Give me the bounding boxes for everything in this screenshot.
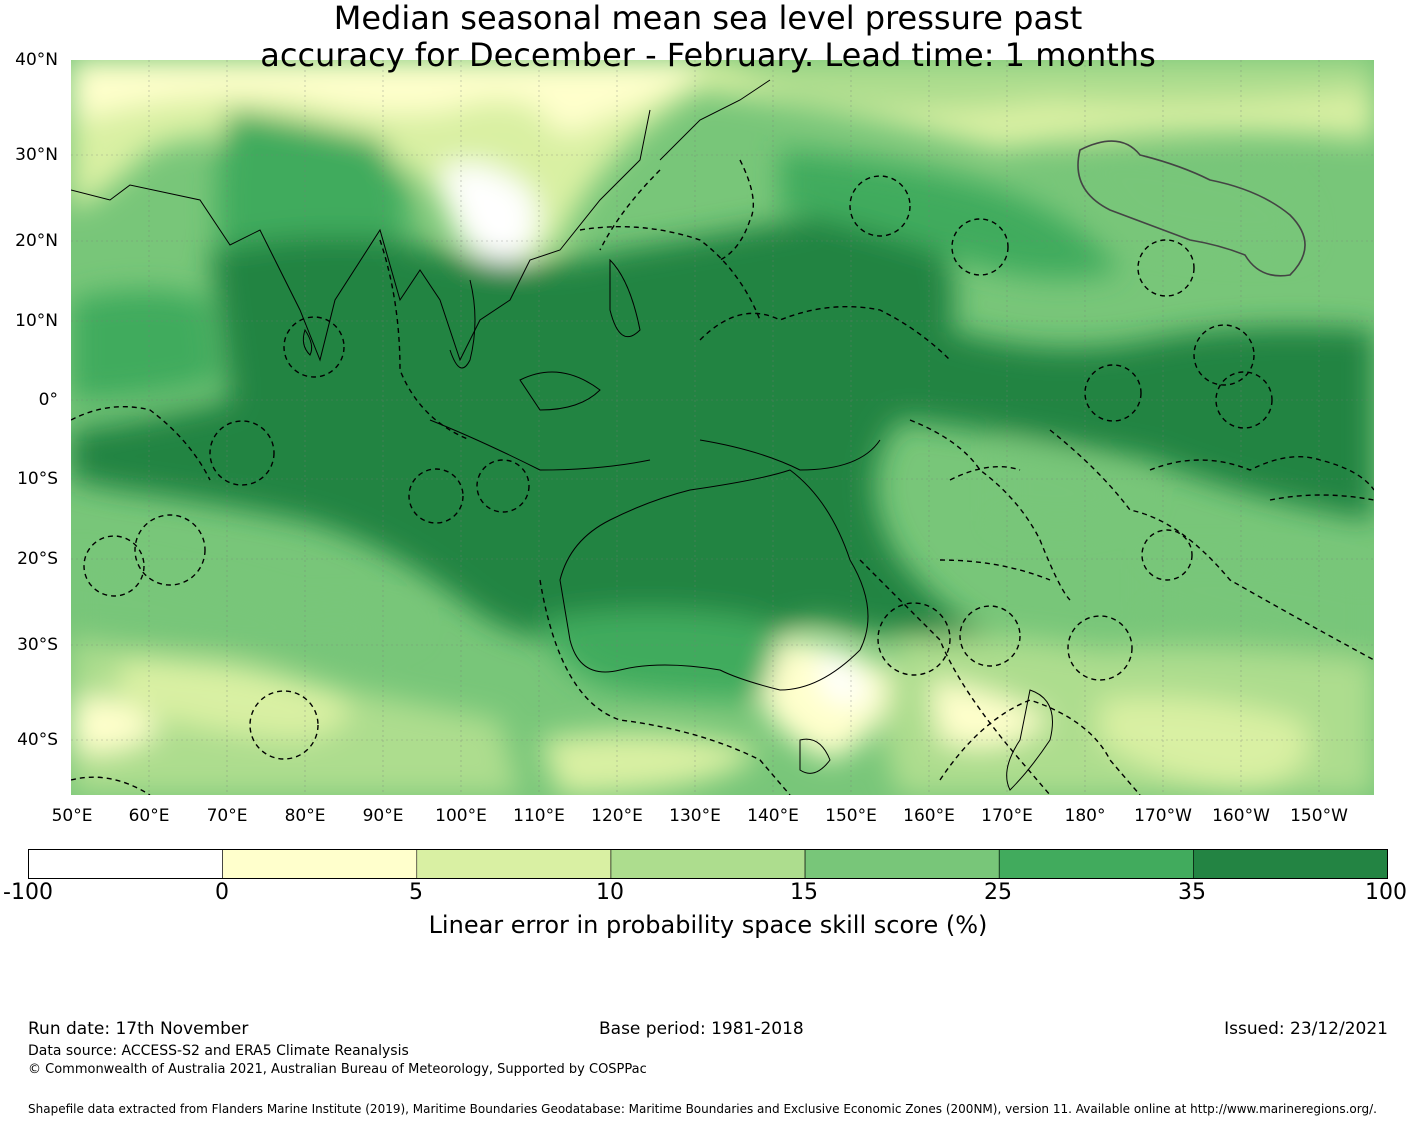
lon-label-90e: 90°E	[362, 806, 404, 826]
lon-label-150w: 150°W	[1290, 806, 1348, 826]
data-source: Data source: ACCESS-S2 and ERA5 Climate …	[28, 1043, 409, 1059]
eez-boundaries	[71, 159, 1374, 795]
lat-label-10n: 10°N	[15, 311, 58, 331]
lat-label-30s: 30°S	[17, 635, 58, 655]
lon-label-100e: 100°E	[435, 806, 487, 826]
map-grid	[71, 60, 1374, 795]
lat-label-equator: 0°	[38, 390, 58, 410]
skill-score-field	[71, 60, 1374, 795]
lon-label-50e: 50°E	[51, 806, 93, 826]
colorbar-tick-35: 35	[1178, 880, 1206, 905]
lon-label-130e: 130°E	[669, 806, 721, 826]
colorbar-segment-3	[610, 849, 806, 879]
lat-label-20s: 20°S	[17, 549, 58, 569]
colorbar-tick-15: 15	[790, 880, 818, 905]
issued-date: Issued: 23/12/2021	[1224, 1019, 1388, 1039]
lon-label-170w: 170°W	[1134, 806, 1192, 826]
map-title-line-2: accuracy for December - February. Lead t…	[260, 36, 1156, 74]
lon-label-170e: 170°E	[981, 806, 1033, 826]
colorbar-frame	[28, 849, 1388, 879]
lon-label-110e: 110°E	[513, 806, 565, 826]
lon-label-60e: 60°E	[128, 806, 170, 826]
colorbar-segment-6	[1193, 849, 1388, 879]
lon-label-160w: 160°W	[1212, 806, 1270, 826]
skill-score-map	[71, 60, 1374, 795]
lat-label-40n: 40°N	[15, 50, 58, 70]
lon-label-150e: 150°E	[825, 806, 877, 826]
copyright: © Commonwealth of Australia 2021, Austra…	[28, 1062, 647, 1077]
colorbar-tick-0: 0	[215, 880, 229, 905]
lon-label-120e: 120°E	[591, 806, 643, 826]
base-period: Base period: 1981-2018	[599, 1019, 804, 1039]
shapefile-credit: Shapefile data extracted from Flanders M…	[28, 1102, 1377, 1116]
colorbar-segment-2	[416, 849, 612, 879]
colorbar-label: Linear error in probability space skill …	[428, 911, 988, 939]
colorbar-tick-10: 10	[596, 880, 624, 905]
lat-label-40s: 40°S	[17, 730, 58, 750]
colorbar-segment-5	[998, 849, 1194, 879]
colorbar-tick-5: 5	[409, 880, 423, 905]
colorbar-tick-100: 100	[1365, 880, 1407, 905]
colorbar-segment-4	[804, 849, 1000, 879]
colorbar-tick-25: 25	[984, 880, 1012, 905]
coastlines	[71, 79, 1053, 791]
lon-label-140e: 140°E	[747, 806, 799, 826]
lon-label-80e: 80°E	[284, 806, 326, 826]
colorbar-tick-m100: -100	[3, 880, 53, 905]
lat-label-10s: 10°S	[17, 469, 58, 489]
lon-label-180: 180°	[1064, 806, 1106, 826]
papahanaumokuakea-boundary	[1077, 140, 1306, 277]
lat-label-30n: 30°N	[15, 145, 58, 165]
lon-label-160e: 160°E	[903, 806, 955, 826]
colorbar-segment-0	[28, 849, 223, 879]
lat-label-20n: 20°N	[15, 231, 58, 251]
lon-label-70e: 70°E	[206, 806, 248, 826]
map-title-line-1: Median seasonal mean sea level pressure …	[333, 0, 1083, 37]
run-date: Run date: 17th November	[28, 1019, 249, 1039]
colorbar-segment-1	[222, 849, 418, 879]
